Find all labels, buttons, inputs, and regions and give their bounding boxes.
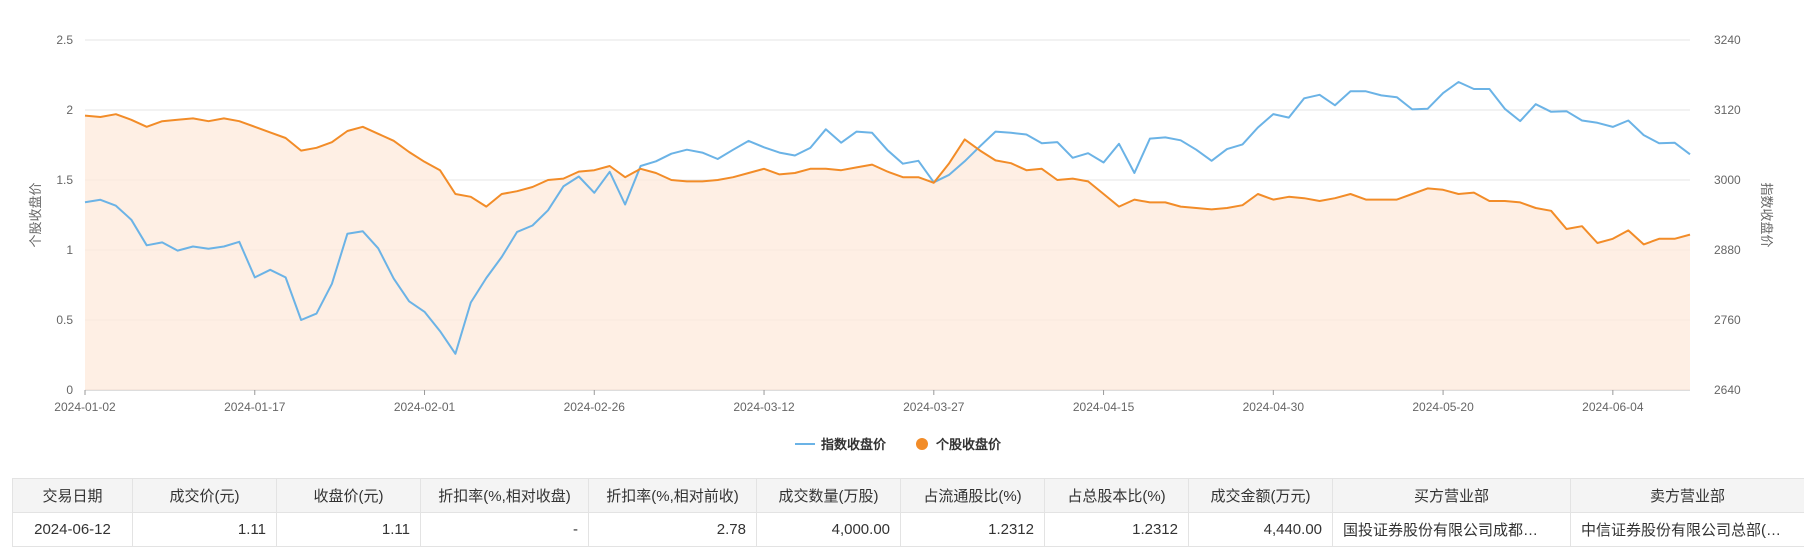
- col-header-amount: 成交金额(万元): [1188, 478, 1333, 513]
- x-tick-label: 2024-05-20: [1412, 400, 1474, 414]
- x-tick-label: 2024-04-15: [1073, 400, 1135, 414]
- cell-amount: 4,440.00: [1188, 512, 1333, 547]
- cell-volume: 4,000.00: [756, 512, 901, 547]
- legend-stock-swatch: [916, 438, 928, 450]
- legend-index-label[interactable]: 指数收盘价: [821, 437, 887, 452]
- y-left-tick-label: 2: [66, 103, 73, 117]
- x-tick-label: 2024-03-27: [903, 400, 965, 414]
- y-right-tick-label: 3000: [1714, 173, 1741, 187]
- col-header-buyer: 买方营业部: [1332, 478, 1571, 513]
- cell-trade-date: 2024-06-12: [12, 512, 133, 547]
- axes: 0 0.5 1 1.5 2 2.5 2640 2760 2880 3000 3120 3240 2024…: [54, 33, 1741, 414]
- x-tick-label: 2024-01-17: [224, 400, 286, 414]
- cell-seller[interactable]: 中信证券股份有限公司总部(…: [1570, 512, 1804, 547]
- stock-close-line[interactable]: [84, 113, 1691, 246]
- x-tick-label: 2024-01-02: [54, 400, 116, 414]
- col-header-float-ratio: 占流通股比(%): [900, 478, 1045, 513]
- cell-close-price: 1.11: [276, 512, 421, 547]
- cell-discount-close: -: [420, 512, 589, 547]
- y-left-tick-label: 0: [66, 383, 73, 397]
- x-tick-label: 2024-02-01: [394, 400, 456, 414]
- stock-close-area: [85, 114, 1690, 390]
- x-tick-label: 2024-02-26: [564, 400, 626, 414]
- y-right-tick-label: 2640: [1714, 383, 1741, 397]
- col-header-close-price: 收盘价(元): [276, 478, 421, 513]
- cell-buyer[interactable]: 国投证券股份有限公司成都…: [1332, 512, 1571, 547]
- y-right-tick-label: 2760: [1714, 313, 1741, 327]
- price-line-chart: 0 0.5 1 1.5 2 2.5 2640 2760 2880 3000 3120 3240 2024…: [28, 33, 1774, 452]
- col-header-discount-prev: 折扣率(%,相对前收): [588, 478, 757, 513]
- index-close-line[interactable]: [84, 81, 1691, 355]
- y-left-tick-label: 2.5: [56, 33, 73, 47]
- table-header-row: 交易日期 成交价(元) 收盘价(元) 折扣率(%,相对收盘) 折扣率(%,相对前…: [12, 478, 1804, 513]
- y-left-tick-label: 0.5: [56, 313, 73, 327]
- series-lines: [84, 81, 1691, 355]
- stock-area-fill: [85, 114, 1690, 390]
- col-header-total-ratio: 占总股本比(%): [1044, 478, 1189, 513]
- cell-total-ratio: 1.2312: [1044, 512, 1189, 547]
- x-tick-label: 2024-04-30: [1243, 400, 1305, 414]
- legend-stock-label[interactable]: 个股收盘价: [935, 437, 1002, 452]
- table-row[interactable]: 2024-06-12 1.11 1.11 - 2.78 4,000.00 1.2…: [12, 512, 1804, 547]
- y-right-tick-label: 2880: [1714, 243, 1741, 257]
- x-tick-label: 2024-03-12: [733, 400, 795, 414]
- col-header-volume: 成交数量(万股): [756, 478, 901, 513]
- cell-float-ratio: 1.2312: [900, 512, 1045, 547]
- y-left-tick-label: 1.5: [56, 173, 73, 187]
- col-header-deal-price: 成交价(元): [132, 478, 277, 513]
- cell-discount-prev: 2.78: [588, 512, 757, 547]
- col-header-trade-date: 交易日期: [12, 478, 133, 513]
- legend[interactable]: 指数收盘价 个股收盘价: [795, 437, 1002, 452]
- block-trade-table: 交易日期 成交价(元) 收盘价(元) 折扣率(%,相对收盘) 折扣率(%,相对前…: [12, 478, 1804, 547]
- x-tick-label: 2024-06-04: [1582, 400, 1644, 414]
- left-axis-title: 个股收盘价: [28, 182, 43, 247]
- cell-deal-price: 1.11: [132, 512, 277, 547]
- col-header-discount-close: 折扣率(%,相对收盘): [420, 478, 589, 513]
- chart-area: 0 0.5 1 1.5 2 2.5 2640 2760 2880 3000 3120 3240 2024…: [28, 33, 1774, 452]
- y-left-tick-label: 1: [66, 243, 73, 257]
- y-right-tick-label: 3240: [1714, 33, 1741, 47]
- col-header-seller: 卖方营业部: [1570, 478, 1804, 513]
- y-right-tick-label: 3120: [1714, 103, 1741, 117]
- right-axis-title: 指数收盘价: [1759, 182, 1774, 247]
